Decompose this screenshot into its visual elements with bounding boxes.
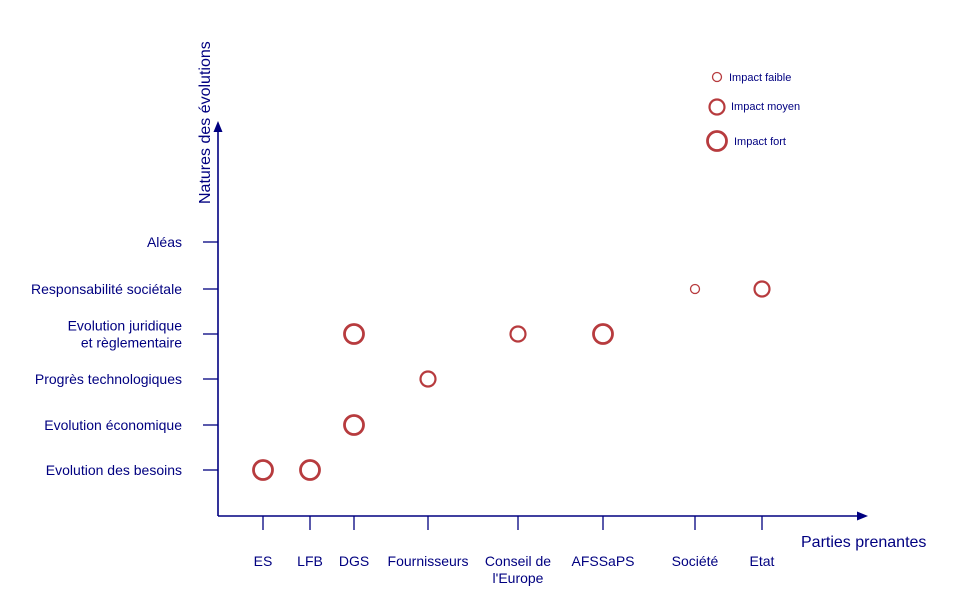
point-dgs-evolution-economique (343, 414, 365, 436)
x-tick-label-line: Fournisseurs (388, 553, 469, 569)
point-es-evolution-des-besoins (252, 459, 274, 481)
x-tick-label-line: Société (672, 553, 719, 569)
y-tick-label-aleas: Aléas (147, 234, 182, 250)
point-fournisseurs-progres-technologiques (419, 370, 437, 388)
y-tick-label-line: Evolution juridique (68, 318, 183, 334)
y-tick-label-progres-technologiques: Progrès technologiques (35, 371, 182, 387)
x-tick-label-lfb: LFB (297, 553, 323, 569)
x-tick-label-afssaps: AFSSaPS (571, 553, 634, 569)
legend-marker-fort (706, 130, 728, 152)
y-tick-label-evolution-des-besoins: Evolution des besoins (46, 462, 182, 478)
y-axis-ticks: Evolution des besoins Evolution économiqu… (31, 234, 218, 478)
y-tick-label-line: Responsabilité sociétale (31, 281, 182, 297)
legend-marker-moyen (708, 98, 726, 116)
data-points (252, 280, 771, 481)
point-societe-responsabilite-societale (689, 283, 701, 295)
point-conseil-de-l-europe-evolution-juridique-et-reglementaire (509, 325, 527, 343)
x-tick-label-es: ES (254, 553, 273, 569)
y-tick-label-line: Evolution des besoins (46, 462, 182, 478)
y-tick-label-evolution-economique: Evolution économique (44, 417, 182, 433)
y-tick-label-responsabilite-societale: Responsabilité sociétale (31, 281, 182, 297)
legend: Impact faible Impact moyen Impact fort (706, 71, 800, 152)
x-tick-label-line: Conseil de (485, 553, 551, 569)
x-tick-label-conseil-de-l-europe: Conseil de l'Europe (485, 553, 551, 586)
legend-label-moyen: Impact moyen (731, 101, 800, 113)
x-tick-label-line: DGS (339, 553, 369, 569)
y-tick-label-evolution-juridique-et-reglementaire: Evolution juridique et règlementaire (68, 318, 183, 351)
point-dgs-evolution-juridique-et-reglementaire (343, 323, 365, 345)
legend-marker-faible (711, 71, 723, 83)
x-tick-label-line: AFSSaPS (571, 553, 634, 569)
x-tick-label-line: LFB (297, 553, 323, 569)
x-tick-label-societe: Société (672, 553, 719, 569)
x-tick-label-dgs: DGS (339, 553, 369, 569)
x-tick-label-etat: Etat (750, 553, 775, 569)
point-etat-responsabilite-societale (753, 280, 771, 298)
x-axis-arrow (857, 511, 868, 521)
y-tick-label-line: Aléas (147, 234, 182, 250)
y-tick-label-line: et règlementaire (81, 335, 182, 351)
x-tick-label-line: l'Europe (493, 570, 544, 586)
x-axis-ticks: ES LFB DGS Fournisseurs Conseil de l'Europe AF… (254, 516, 775, 586)
x-tick-label-line: ES (254, 553, 273, 569)
y-tick-label-line: Evolution économique (44, 417, 182, 433)
x-tick-label-fournisseurs: Fournisseurs (388, 553, 469, 569)
y-axis-title: Natures des évolutions (197, 41, 214, 204)
legend-label-fort: Impact fort (734, 136, 786, 148)
legend-label-faible: Impact faible (729, 72, 791, 84)
x-axis-title: Parties prenantes (801, 534, 926, 551)
point-lfb-evolution-des-besoins (299, 459, 321, 481)
y-tick-label-line: Progrès technologiques (35, 371, 182, 387)
y-axis-arrow (213, 121, 223, 132)
x-tick-label-line: Etat (750, 553, 775, 569)
point-afssaps-evolution-juridique-et-reglementaire (592, 323, 614, 345)
